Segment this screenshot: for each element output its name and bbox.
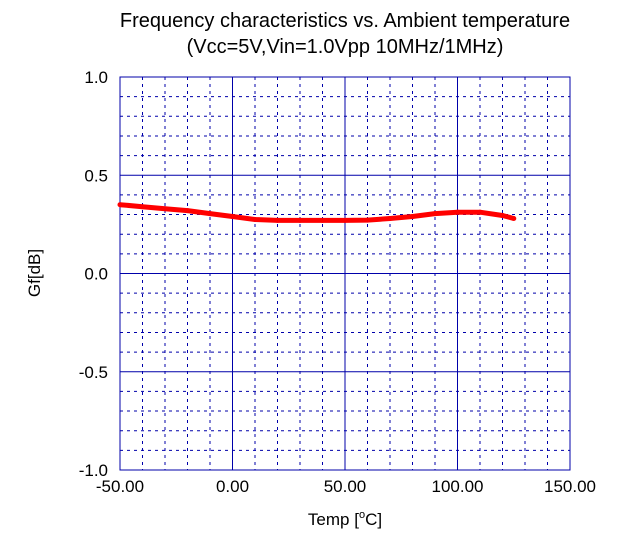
series-group	[117, 202, 517, 223]
x-axis-label: Temp [oC]	[308, 509, 382, 529]
x-tick-label: 100.00	[432, 477, 484, 496]
tick-labels: -50.00 0.00 50.00 100.00 150.00 -1.0 -0.5 0.0 0.…	[79, 68, 596, 496]
chart-title: Frequency characteristics vs. Ambient te…	[120, 10, 570, 32]
data-point	[432, 211, 438, 217]
y-tick-label: 1.0	[84, 68, 108, 87]
data-point	[410, 214, 415, 219]
grid	[119, 76, 571, 471]
data-point	[511, 216, 517, 221]
data-point	[477, 209, 483, 215]
x-tick-label: -50.00	[96, 477, 144, 496]
data-point	[387, 216, 393, 221]
data-point	[275, 217, 280, 223]
data-point	[207, 211, 213, 217]
data-point	[140, 204, 145, 210]
y-tick-label: 0.0	[84, 265, 108, 284]
data-point	[365, 217, 370, 223]
x-axis-label-main: Temp [	[308, 510, 359, 529]
data-point	[500, 213, 505, 218]
data-point	[185, 208, 190, 214]
x-tick-label: 150.00	[544, 477, 596, 496]
chart-subtitle: (Vcc=5V,Vin=1.0Vpp 10MHz/1MHz)	[187, 36, 504, 58]
x-tick-label: 0.00	[216, 477, 249, 496]
data-point	[455, 209, 460, 215]
data-point	[162, 206, 168, 212]
x-axis-label-unit: C]	[365, 510, 382, 529]
data-point	[252, 217, 258, 222]
y-tick-label: -1.0	[79, 461, 108, 480]
data-point	[342, 217, 348, 223]
y-tick-label: -0.5	[79, 363, 108, 382]
data-point	[297, 217, 303, 223]
data-point	[117, 202, 123, 208]
x-axis-label-degree: o	[359, 509, 365, 521]
series-line	[119, 202, 515, 223]
plot-frame	[119, 76, 571, 471]
data-point	[230, 214, 235, 219]
x-tick-label: 50.00	[324, 477, 367, 496]
y-tick-label: 0.5	[84, 166, 108, 185]
y-axis-label: Gf[dB]	[25, 249, 44, 297]
data-point	[320, 217, 325, 223]
